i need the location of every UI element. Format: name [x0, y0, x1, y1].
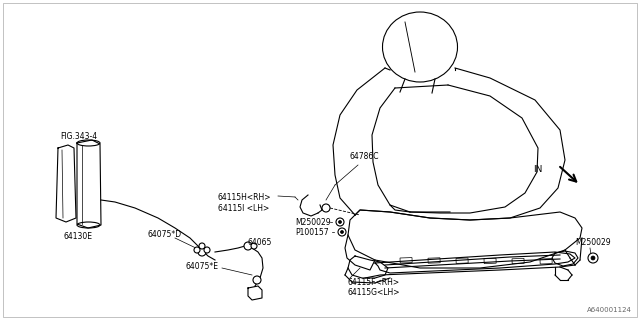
- Text: M250029: M250029: [295, 218, 331, 227]
- Circle shape: [340, 230, 344, 234]
- Bar: [484, 258, 496, 264]
- Circle shape: [253, 276, 261, 284]
- Circle shape: [588, 253, 598, 263]
- Text: 64115H<RH>: 64115H<RH>: [218, 193, 271, 202]
- Circle shape: [204, 247, 210, 253]
- Text: 64115F<RH>: 64115F<RH>: [348, 278, 400, 287]
- Circle shape: [194, 247, 200, 253]
- Text: A640001124: A640001124: [587, 307, 632, 313]
- Bar: [456, 258, 468, 263]
- Bar: [428, 258, 440, 263]
- Text: 64115G<LH>: 64115G<LH>: [348, 288, 401, 297]
- Circle shape: [336, 218, 344, 226]
- Bar: [540, 259, 552, 264]
- Text: P100157: P100157: [295, 228, 328, 237]
- Circle shape: [251, 243, 257, 249]
- Bar: [400, 258, 412, 263]
- Text: 64075*D: 64075*D: [148, 230, 182, 239]
- Circle shape: [322, 204, 330, 212]
- Text: 64115I <LH>: 64115I <LH>: [218, 204, 269, 213]
- Circle shape: [338, 228, 346, 236]
- Bar: [512, 258, 524, 264]
- Text: IN: IN: [534, 165, 543, 174]
- Circle shape: [198, 248, 206, 256]
- Circle shape: [591, 256, 595, 260]
- Circle shape: [339, 220, 342, 223]
- Text: FIG.343-4: FIG.343-4: [60, 132, 97, 141]
- Circle shape: [199, 243, 205, 249]
- Text: 64130E: 64130E: [63, 232, 92, 241]
- Circle shape: [244, 242, 252, 250]
- Text: M250029: M250029: [575, 238, 611, 247]
- Text: 64075*E: 64075*E: [185, 262, 218, 271]
- Text: 64786C: 64786C: [350, 152, 380, 161]
- Text: 64065: 64065: [248, 238, 273, 247]
